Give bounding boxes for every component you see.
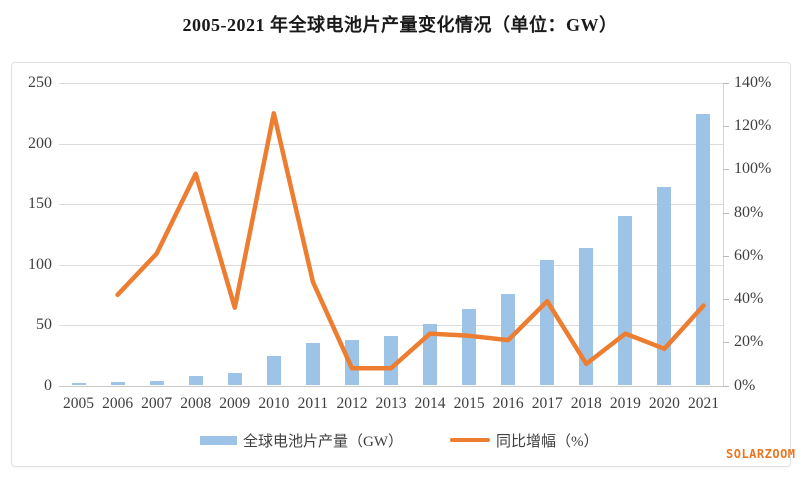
chart-legend: 全球电池片产量（GW） 同比增幅（%）: [0, 431, 800, 451]
x-axis-label-2007: 2007: [141, 395, 173, 412]
x-axis-label-2020: 2020: [648, 395, 680, 412]
bar-2013: [384, 335, 398, 386]
right-axis-tick-label: 140%: [734, 74, 772, 91]
right-axis-tick-label: 0%: [734, 376, 756, 394]
bar-2005: [71, 383, 86, 386]
bar-2020: [657, 187, 672, 386]
right-axis-tick-label: 20%: [734, 333, 764, 351]
right-axis-tick-label: 40%: [734, 290, 764, 308]
gridline: [59, 83, 723, 84]
bar-2009: [227, 372, 242, 386]
bar-2010: [266, 356, 281, 386]
bar-2012: [344, 339, 359, 386]
x-axis-label-2016: 2016: [492, 395, 524, 412]
gridline: [59, 204, 723, 205]
legend-item-growth: 同比增幅（%）: [450, 431, 599, 450]
right-axis-line: [723, 83, 724, 386]
x-axis-label-2013: 2013: [375, 395, 407, 412]
x-axis-label-2005: 2005: [63, 395, 95, 412]
bar-2018: [579, 247, 594, 386]
right-axis-tick: [723, 299, 729, 301]
x-axis-label-2008: 2008: [180, 395, 212, 412]
left-axis-tick-label: 250: [28, 74, 52, 91]
x-axis-label-2015: 2015: [453, 395, 485, 412]
left-axis-tick-label: 100: [28, 255, 52, 273]
right-axis-tick: [723, 255, 729, 257]
bar-2016: [501, 293, 516, 386]
right-axis-tick-label: 80%: [734, 203, 764, 221]
left-axis-tick-label: 50: [36, 316, 52, 333]
right-axis-tick: [723, 342, 729, 344]
legend-label-growth: 同比增幅（%）: [496, 433, 599, 450]
right-axis-tick-label: 60%: [734, 246, 764, 264]
right-axis-tick: [723, 212, 729, 214]
x-axis-label-2006: 2006: [102, 395, 134, 412]
x-axis-label-2017: 2017: [531, 395, 563, 412]
bar-2015: [462, 309, 477, 386]
x-axis-label-2011: 2011: [297, 395, 329, 412]
right-axis-tick: [723, 126, 729, 128]
line-swatch-icon: [450, 437, 490, 443]
right-axis-tick-label: 120%: [734, 117, 772, 135]
x-axis-label-2009: 2009: [219, 395, 251, 412]
legend-label-production: 全球电池片产量（GW）: [243, 433, 403, 450]
x-axis-label-2018: 2018: [570, 395, 602, 412]
right-axis-tick-label: 100%: [734, 160, 772, 178]
left-axis-tick-label: 200: [28, 134, 52, 152]
left-axis-tick-label: 0: [44, 376, 52, 394]
x-axis-label-2014: 2014: [414, 395, 446, 412]
legend-item-production: 全球电池片产量（GW）: [200, 431, 403, 450]
bar-2008: [188, 375, 203, 386]
x-axis-label-2010: 2010: [258, 395, 290, 412]
bar-2017: [540, 259, 555, 386]
chart-title: 2005-2021 年全球电池片产量变化情况（单位：GW）: [182, 15, 618, 35]
x-axis-label-2012: 2012: [336, 395, 368, 412]
bar-2007: [149, 380, 164, 386]
right-axis-tick: [723, 83, 729, 84]
bar-swatch-icon: [200, 435, 237, 445]
solarzoom-watermark: SOLARZOOM: [726, 447, 796, 461]
bar-2014: [423, 324, 438, 386]
x-axis-label-2019: 2019: [609, 395, 641, 412]
gridline: [59, 143, 723, 145]
x-axis-label-2021: 2021: [687, 395, 719, 412]
bar-2021: [696, 114, 711, 386]
x-axis-line: [59, 385, 723, 387]
right-axis-tick: [723, 385, 729, 387]
right-axis-tick: [723, 169, 729, 171]
bar-2019: [618, 216, 633, 386]
left-axis-tick-label: 150: [28, 195, 52, 212]
bar-2006: [110, 382, 125, 386]
bar-2011: [305, 342, 320, 386]
